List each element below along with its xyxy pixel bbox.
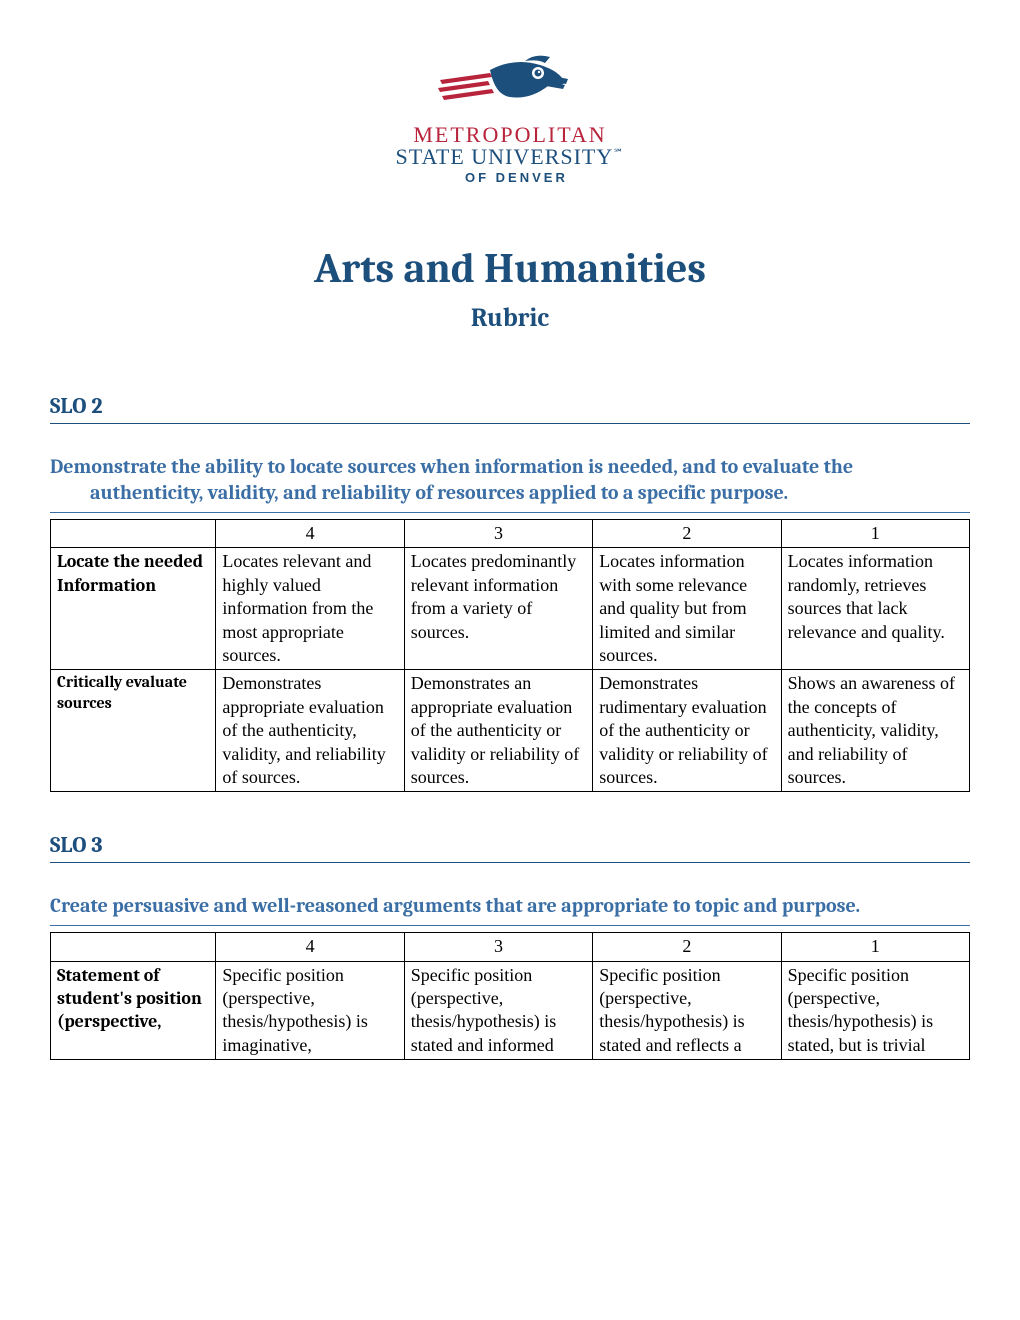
slo-heading: SLO 2 — [50, 393, 970, 424]
row-criterion: Statement of student's position (perspec… — [51, 961, 216, 1060]
rubric-cell: Shows an awareness of the concepts of au… — [781, 670, 969, 792]
table-header-score: 4 — [216, 520, 404, 548]
rubric-cell: Locates information randomly, retrieves … — [781, 548, 969, 670]
table-row: Locate the needed InformationLocates rel… — [51, 548, 970, 670]
slo-description: Create persuasive and well-reasoned argu… — [50, 893, 970, 926]
rubric-cell: Demonstrates an appropriate evaluation o… — [404, 670, 592, 792]
rubric-cell: Demonstrates rudimentary evaluation of t… — [593, 670, 781, 792]
slo-description: Demonstrate the ability to locate source… — [50, 454, 970, 513]
rubric-cell: Locates relevant and highly valued infor… — [216, 548, 404, 670]
table-header-score: 3 — [404, 933, 592, 961]
row-criterion: Locate the needed Information — [51, 548, 216, 670]
page-subtitle: Rubric — [50, 303, 970, 333]
logo: METROPOLITAN STATE UNIVERSITY℠ OF DENVER — [50, 50, 970, 194]
table-header-empty — [51, 933, 216, 961]
rubric-cell: Locates information with some relevance … — [593, 548, 781, 670]
table-header-empty — [51, 520, 216, 548]
table-header-score: 4 — [216, 933, 404, 961]
svg-text:STATE UNIVERSITY℠: STATE UNIVERSITY℠ — [396, 144, 625, 169]
row-criterion: Critically evaluate sources — [51, 670, 216, 792]
table-row: Statement of student's position (perspec… — [51, 961, 970, 1060]
svg-text:OF DENVER: OF DENVER — [465, 170, 568, 185]
rubric-cell: Specific position (perspective, thesis/h… — [404, 961, 592, 1060]
rubric-cell: Demonstrates appropriate evaluation of t… — [216, 670, 404, 792]
page-title: Arts and Humanities — [50, 244, 970, 293]
rubric-cell: Locates predominantly relevant informati… — [404, 548, 592, 670]
roadrunner-logo-icon: METROPOLITAN STATE UNIVERSITY℠ OF DENVER — [390, 50, 630, 190]
table-row: Critically evaluate sourcesDemonstrates … — [51, 670, 970, 792]
table-header-score: 3 — [404, 520, 592, 548]
rubric-cell: Specific position (perspective, thesis/h… — [216, 961, 404, 1060]
table-header-score: 2 — [593, 933, 781, 961]
rubric-cell: Specific position (perspective, thesis/h… — [593, 961, 781, 1060]
rubric-table: 4321 Statement of student's position (per… — [50, 932, 970, 1060]
slo-heading: SLO 3 — [50, 832, 970, 863]
rubric-cell: Specific position (perspective, thesis/h… — [781, 961, 969, 1060]
table-header-score: 2 — [593, 520, 781, 548]
table-header-score: 1 — [781, 520, 969, 548]
table-header-score: 1 — [781, 933, 969, 961]
rubric-table: 4321Locate the needed InformationLocates… — [50, 519, 970, 792]
